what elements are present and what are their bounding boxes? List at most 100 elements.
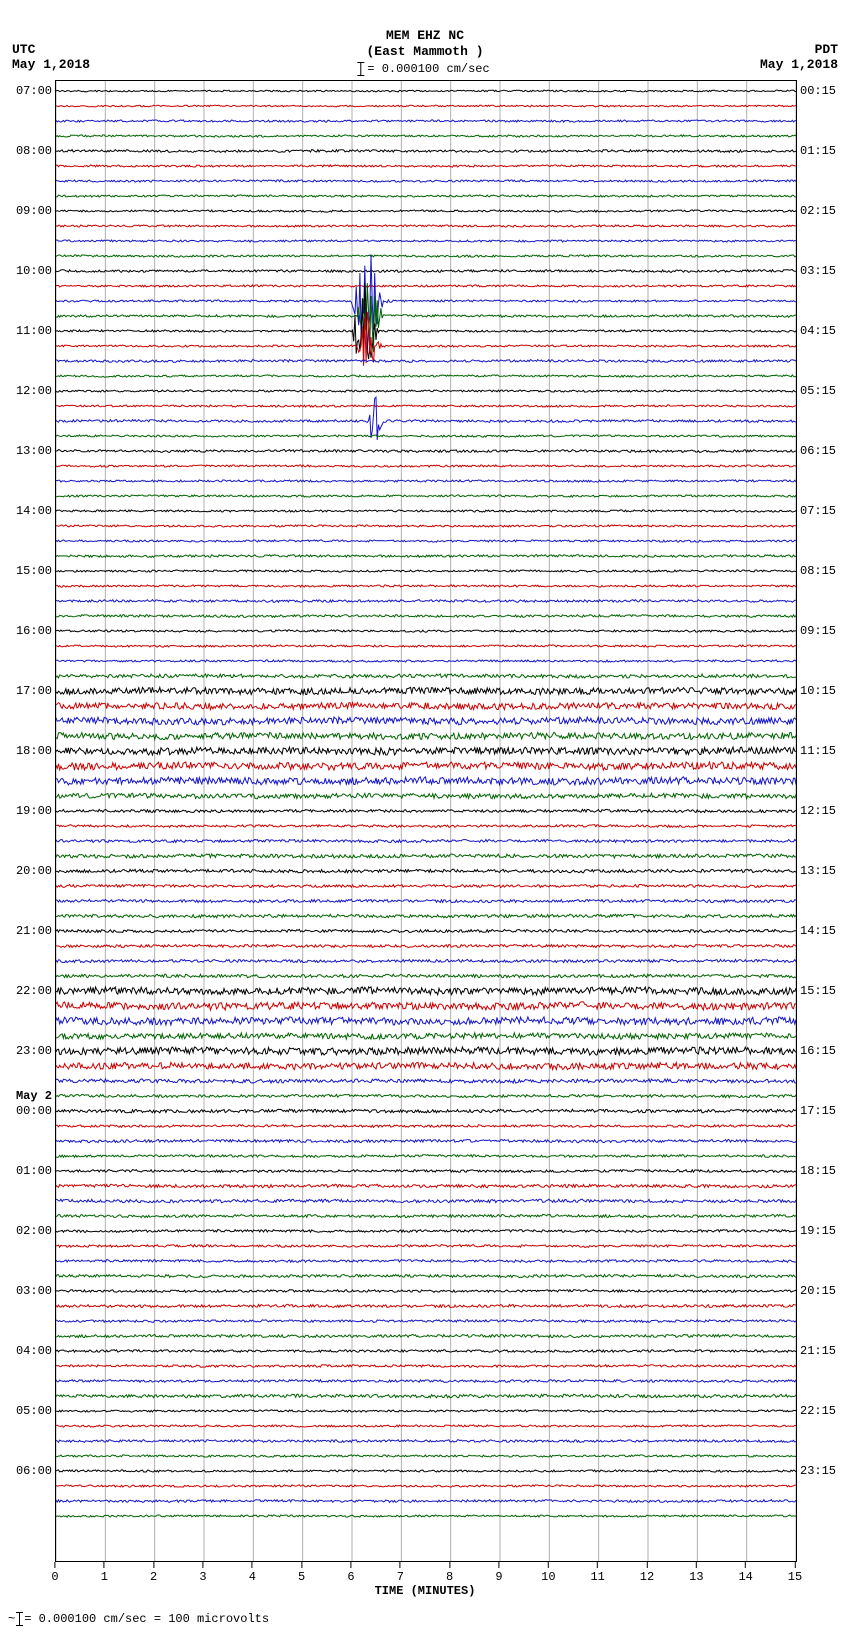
pdt-time-label: 20:15 [796,1284,836,1298]
trace [56,180,796,182]
utc-time-label: 21:00 [16,924,56,938]
x-tick: 3 [199,1562,206,1584]
trace [56,1394,796,1398]
trace [56,525,796,527]
x-tick: 10 [541,1562,555,1584]
station-id: MEM EHZ NC [366,28,483,44]
trace [56,1260,796,1263]
trace [56,884,796,887]
footer: ~ = 0.000100 cm/sec = 100 microvolts [0,1602,850,1640]
header-right: PDT May 1,2018 [760,42,838,72]
trace [56,1062,796,1069]
trace [56,914,796,918]
utc-time-label: 01:00 [16,1164,56,1178]
utc-time-label: 06:00 [16,1464,56,1478]
trace [56,1440,796,1443]
trace [56,120,796,122]
trace [56,762,796,770]
seismogram-svg [56,81,796,1561]
scalebar-icon [19,1612,20,1626]
trace [56,1275,796,1278]
trace [56,312,796,366]
trace [56,974,796,978]
pdt-time-label: 09:15 [796,624,836,638]
trace [56,450,796,453]
trace [56,1109,796,1113]
trace [56,793,796,798]
utc-time-label: 08:00 [16,144,56,158]
trace [56,165,796,167]
trace [56,585,796,587]
x-tick: 4 [249,1562,256,1584]
trace [56,854,796,858]
utc-time-label: 20:00 [16,864,56,878]
trace [56,959,796,962]
trace [56,254,796,350]
header-left: UTC May 1,2018 [12,42,90,72]
x-tick: 9 [495,1562,502,1584]
trace [56,703,796,710]
pdt-time-label: 21:15 [796,1344,836,1358]
trace [56,1214,796,1217]
trace [56,1184,796,1188]
pdt-time-label: 18:15 [796,1164,836,1178]
trace [56,839,796,842]
trace [56,1033,796,1039]
trace [56,397,796,440]
utc-time-label: 10:00 [16,264,56,278]
trace [56,480,796,482]
trace [56,1320,796,1323]
trace [56,1047,796,1055]
trace [56,465,796,467]
trace [56,809,796,812]
trace [56,1079,796,1083]
utc-time-label: 00:00 [16,1104,56,1118]
trace [56,570,796,572]
trace [56,510,796,512]
trace [56,1334,796,1337]
trace [56,1170,796,1173]
pdt-time-label: 19:15 [796,1224,836,1238]
pdt-time-label: 10:15 [796,684,836,698]
trace [56,1304,796,1307]
pdt-time-label: 23:15 [796,1464,836,1478]
pdt-time-label: 14:15 [796,924,836,938]
trace [56,1245,796,1248]
pdt-time-label: 22:15 [796,1404,836,1418]
trace [56,150,796,153]
pdt-time-label: 15:15 [796,984,836,998]
scale-text: = 0.000100 cm/sec [367,62,489,76]
x-tick: 2 [150,1562,157,1584]
tz-left: UTC [12,42,90,57]
trace [56,540,796,542]
trace [56,1125,796,1128]
trace [56,1290,796,1293]
trace [56,869,796,873]
pdt-time-label: 11:15 [796,744,836,758]
trace [56,1455,796,1457]
trace [56,1155,796,1158]
pdt-time-label: 01:15 [796,144,836,158]
x-tick: 5 [298,1562,305,1584]
scalebar-icon [360,62,361,76]
trace [56,1470,796,1472]
tz-right: PDT [760,42,838,57]
utc-time-label: 14:00 [16,504,56,518]
utc-time-label: 22:00 [16,984,56,998]
trace [56,210,796,212]
trace [56,285,796,287]
trace [56,1500,796,1503]
x-tick: 15 [788,1562,802,1584]
trace [56,1094,796,1097]
trace [56,390,796,392]
trace [56,717,796,725]
trace [56,283,796,359]
trace [56,747,796,755]
header-center: MEM EHZ NC (East Mammoth ) [366,28,483,59]
trace [56,945,796,948]
pdt-time-label: 05:15 [796,384,836,398]
trace [56,555,796,558]
trace [56,1410,796,1412]
trace [56,660,796,662]
utc-time-label: 13:00 [16,444,56,458]
